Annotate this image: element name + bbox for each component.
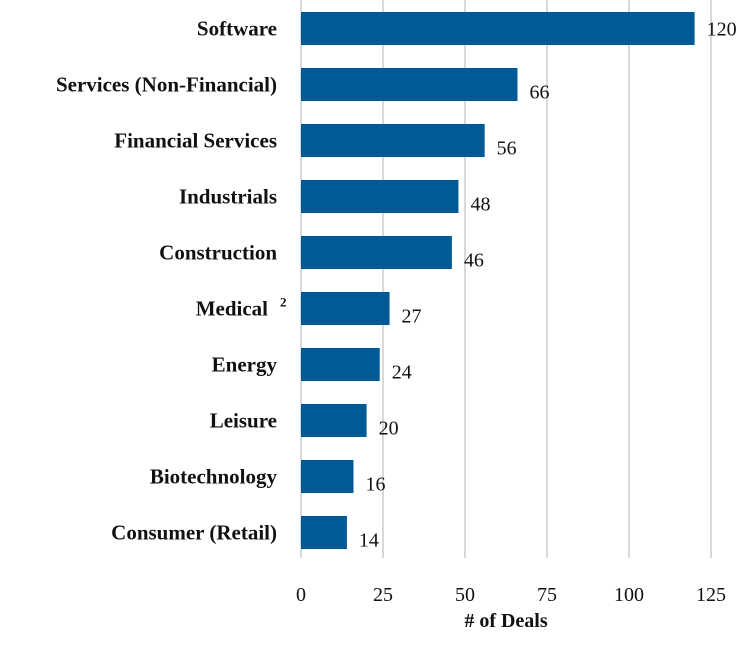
bar xyxy=(301,180,459,213)
value-label: 20 xyxy=(379,418,399,440)
category-label: Software xyxy=(197,17,277,41)
category-superscript: 2 xyxy=(280,295,287,310)
category-label: Construction xyxy=(159,241,277,265)
x-tick-label: 75 xyxy=(537,584,557,606)
bar xyxy=(301,12,695,45)
bar xyxy=(301,348,380,381)
category-label: Financial Services xyxy=(114,129,277,153)
category-label: Biotechnology xyxy=(150,465,278,489)
x-tick-label: 25 xyxy=(373,584,393,606)
x-tick-labels: 0 25 50 75 100 125 xyxy=(296,584,726,606)
x-tick-label: 0 xyxy=(296,584,306,606)
value-label: 46 xyxy=(464,250,484,272)
value-labels: 120 66 56 48 46 27 24 20 16 14 xyxy=(359,19,737,552)
x-axis-title: # of Deals xyxy=(464,610,548,632)
value-label: 120 xyxy=(707,19,737,41)
bar xyxy=(301,404,367,437)
value-label: 24 xyxy=(392,362,412,384)
category-labels: Software Services (Non-Financial) Financia… xyxy=(56,17,287,545)
category-label: Medical xyxy=(196,297,268,321)
bar xyxy=(301,68,518,101)
bar xyxy=(301,460,354,493)
category-label: Consumer (Retail) xyxy=(111,521,277,545)
category-label: Leisure xyxy=(210,409,277,433)
value-label: 48 xyxy=(470,194,490,216)
value-label: 56 xyxy=(497,138,517,160)
category-label: Industrials xyxy=(179,185,277,209)
value-label: 66 xyxy=(529,82,549,104)
category-label: Services (Non-Financial) xyxy=(56,73,277,97)
value-label: 27 xyxy=(402,306,422,328)
x-tick-label: 125 xyxy=(696,584,726,606)
value-label: 14 xyxy=(359,530,379,552)
bar xyxy=(301,292,390,325)
bar xyxy=(301,516,347,549)
bars xyxy=(301,12,695,549)
bar xyxy=(301,236,452,269)
x-tick-label: 100 xyxy=(614,584,644,606)
bar xyxy=(301,124,485,157)
value-label: 16 xyxy=(365,474,385,496)
category-label: Energy xyxy=(212,353,278,377)
x-tick-label: 50 xyxy=(455,584,475,606)
